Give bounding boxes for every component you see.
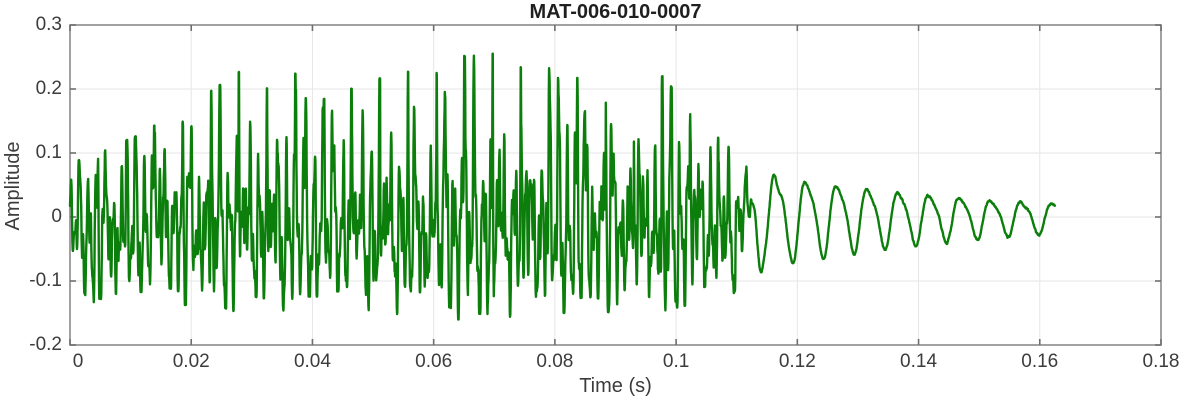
x-axis-label: Time (s) (579, 375, 652, 397)
chart-title: MAT-006-010-0007 (529, 1, 702, 23)
x-tick-label: 0.1 (662, 351, 690, 372)
y-tick-label: 0.2 (35, 78, 62, 99)
x-tick-label: 0 (72, 351, 84, 372)
x-tick-label: 0.08 (536, 351, 574, 372)
x-tick-label: 0.12 (778, 351, 816, 372)
y-tick-label: 0.1 (35, 142, 62, 163)
x-tick-label: 0.14 (900, 351, 938, 372)
waveform-line (68, 52, 1057, 321)
y-tick-label: -0.2 (29, 334, 62, 355)
x-tick-label: 0.02 (172, 351, 210, 372)
y-axis-label: Amplitude (2, 141, 24, 231)
y-tick-label: 0.3 (35, 14, 62, 35)
x-tick-label: 0.04 (293, 351, 331, 372)
y-tick-label: -0.1 (29, 270, 62, 291)
x-tick-label: 0.16 (1021, 351, 1059, 372)
x-tick-label: 0.06 (415, 351, 453, 372)
y-tick-label: 0 (51, 206, 62, 227)
x-tick-label: 0.18 (1142, 351, 1180, 372)
tick-marks (69, 24, 1162, 346)
